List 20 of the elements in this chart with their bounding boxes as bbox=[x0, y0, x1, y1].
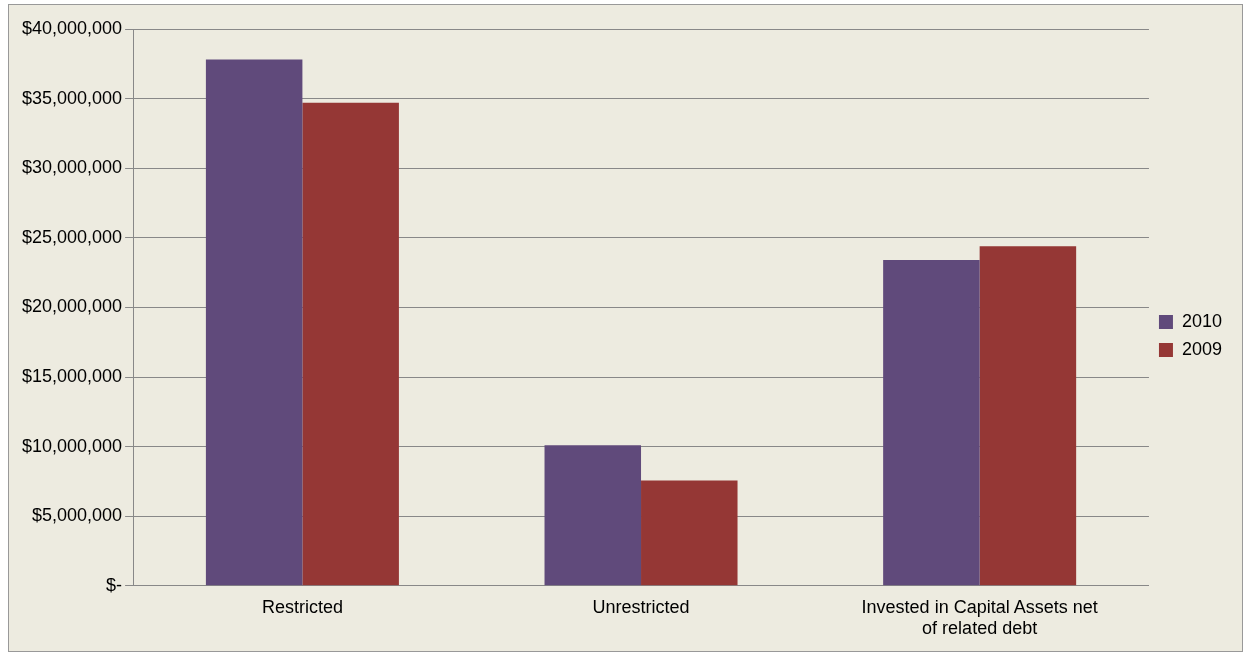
bar bbox=[979, 246, 1077, 586]
y-tick-label: $40,000,000 bbox=[21, 17, 123, 38]
x-tick-label: Restricted bbox=[261, 596, 343, 617]
y-tick-label: $35,000,000 bbox=[21, 87, 123, 108]
y-tick-label: $20,000,000 bbox=[21, 296, 123, 317]
y-tick-label: $25,000,000 bbox=[21, 226, 123, 247]
legend-label: 2010 bbox=[1181, 310, 1222, 331]
y-tick-label: $5,000,000 bbox=[32, 505, 123, 526]
bar bbox=[205, 59, 303, 586]
bar bbox=[302, 102, 399, 586]
y-tick-label: $10,000,000 bbox=[21, 435, 123, 456]
x-tick-label: Invested in Capital Assets net of related debt bbox=[861, 596, 1098, 639]
y-tick-label: $15,000,000 bbox=[21, 365, 123, 386]
y-tick-label: $30,000,000 bbox=[21, 157, 123, 178]
bar bbox=[883, 260, 980, 586]
x-tick-label: Unrestricted bbox=[592, 596, 690, 617]
bar bbox=[544, 445, 642, 586]
legend-label: 2009 bbox=[1181, 338, 1222, 359]
bar bbox=[641, 480, 738, 586]
y-tick-label: $- bbox=[106, 574, 123, 595]
